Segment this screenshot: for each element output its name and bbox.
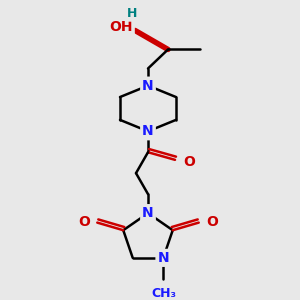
Text: H: H [127, 7, 137, 20]
Text: OH: OH [109, 20, 133, 34]
Text: O: O [206, 215, 218, 229]
Text: N: N [158, 251, 169, 265]
Text: O: O [78, 215, 90, 229]
Text: N: N [142, 79, 154, 93]
Text: CH₃: CH₃ [152, 287, 177, 300]
Text: O: O [183, 155, 195, 169]
Text: N: N [142, 206, 154, 220]
Text: N: N [142, 124, 154, 138]
